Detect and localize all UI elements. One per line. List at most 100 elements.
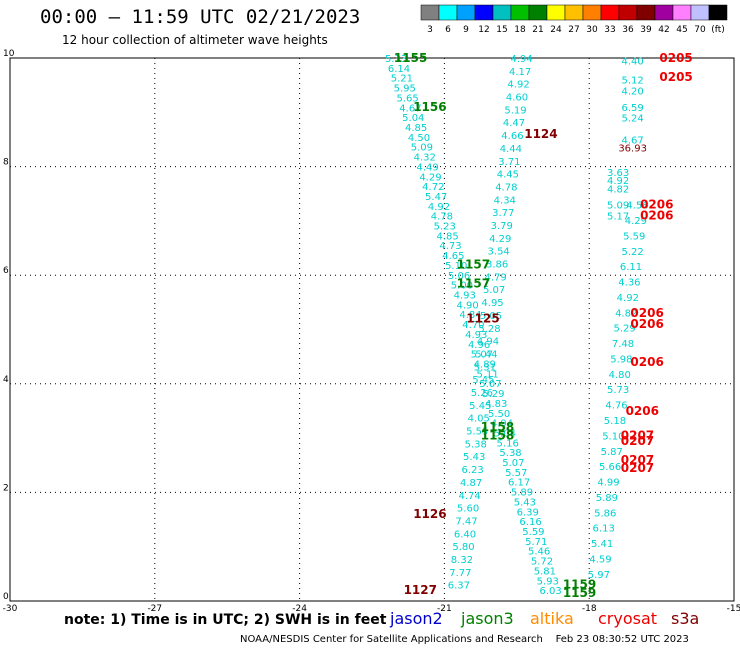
time-label: 0207 [621, 461, 654, 475]
swh-value: 5.09 [607, 201, 629, 212]
time-label: 1159 [563, 578, 596, 592]
swh-value: 4.84 [459, 310, 481, 321]
colorbar-swatch [636, 4, 656, 21]
colorbar-label: 42 [658, 25, 669, 35]
mission-jason3: jason3 [461, 609, 514, 628]
swh-value: 3.79 [491, 221, 513, 232]
time-label: 0206 [630, 317, 663, 331]
swh-value: 5.41 [591, 539, 613, 550]
color-legend: 3 6 9 12 15 18 21 24 27 30 33 36 39 42 45 70 (ft) [420, 4, 728, 35]
swh-value: 5.11 [477, 369, 499, 380]
swh-value: 4.29 [625, 216, 647, 227]
credit-line: NOAA/NESDIS Center for Satellite Applica… [240, 634, 689, 645]
swh-value: 5.89 [511, 488, 533, 499]
swh-value: 5.23 [434, 222, 456, 233]
swh-value: 5.10 [445, 261, 467, 272]
swh-value: 4.95 [481, 298, 503, 309]
swh-value: 7.47 [455, 516, 477, 527]
swh-value: 4.32 [414, 153, 436, 164]
chart-subtitle: 12 hour collection of altimeter wave hei… [62, 33, 328, 47]
time-label: 0207 [621, 453, 654, 467]
swh-value: 6.59 [622, 103, 644, 114]
swh-value: 4.89 [474, 359, 496, 370]
mission-s3a: s3a [671, 609, 700, 628]
colorbar-swatch [672, 4, 692, 21]
colorbar-swatch [600, 4, 620, 21]
swh-value: 4.82 [607, 184, 629, 195]
swh-value: 5.59 [623, 231, 645, 242]
colorbar-label: 27 [568, 25, 579, 35]
swh-value: 5.16 [497, 438, 519, 449]
swh-value: 6.03 [539, 586, 561, 597]
swh-value: 6.40 [454, 529, 476, 540]
colorbar-label: 33 [604, 25, 615, 35]
swh-value: 4.56 [626, 201, 648, 212]
time-label: 1124 [524, 127, 557, 141]
time-label: 0206 [630, 306, 663, 320]
swh-value: 5.05 [480, 311, 502, 322]
swh-value: 4.93 [465, 330, 487, 341]
colorbar-swatch [438, 4, 458, 21]
swh-value: 5.31 [474, 362, 496, 373]
swh-value: 5.04 [494, 428, 516, 439]
swh-value: 5.38 [499, 448, 521, 459]
swh-value: 4.40 [622, 57, 644, 68]
swh-value: 6.16 [519, 517, 541, 528]
colorbar-swatch [564, 4, 584, 21]
swh-value: 5.10 [602, 431, 624, 442]
time-label: 1158 [481, 420, 514, 434]
swh-value: 4.74 [458, 491, 480, 502]
swh-value: 5.07 [479, 379, 501, 390]
colorbar-label: 15 [496, 25, 507, 35]
swh-value: 4.92 [607, 176, 629, 187]
swh-value: 4.17 [509, 67, 531, 78]
x-tick-label: -21 [437, 604, 452, 614]
swh-value: 4.94 [491, 419, 513, 430]
swh-value: 5.45 [469, 401, 491, 412]
swh-value: 5.60 [457, 504, 479, 515]
mission-jason2: jason2 [390, 609, 443, 628]
colorbar-label: 36 [622, 25, 634, 35]
swh-value: 5.65 [396, 93, 418, 104]
swh-value: 5.29 [613, 324, 635, 335]
swh-value: 3.86 [486, 260, 508, 271]
swh-value: 4.66 [501, 131, 523, 142]
colorbar-label: 18 [514, 25, 526, 35]
time-label: 1157 [457, 257, 490, 271]
time-label: 0205 [659, 70, 692, 84]
axis-ticks: -30 -27 -24 -21 -18 -15 0 2 4 6 8 10 [3, 49, 740, 614]
time-label: 0205 [659, 51, 692, 65]
colorbar-label: 30 [586, 25, 598, 35]
swh-value: 5.28 [478, 324, 500, 335]
y-tick-label: 0 [3, 592, 9, 602]
colorbar-swatch [582, 4, 602, 21]
swh-value: 5.17 [607, 211, 629, 222]
colorbar-swatch [420, 4, 440, 21]
time-label: 1155 [394, 51, 427, 65]
swh-value: 5.43 [514, 497, 536, 508]
swh-value: 5.98 [610, 354, 632, 365]
swh-value: 4.47 [503, 118, 525, 129]
swh-value: 5.12 [622, 76, 644, 87]
swh-value: 4.90 [457, 300, 479, 311]
time-label: 1157 [457, 276, 490, 290]
mission-cryosat: cryosat [598, 609, 658, 628]
x-tick-label: -30 [3, 604, 18, 614]
swh-value: 4.44 [500, 144, 522, 155]
colorbar-label: 24 [550, 25, 562, 35]
time-label: 0206 [640, 198, 673, 212]
swh-value: 4.49 [416, 162, 438, 173]
swh-value: 4.36 [618, 278, 640, 289]
swh-value: 4.76 [605, 401, 627, 412]
swh-value: 4.93 [454, 291, 476, 302]
time-label: 0207 [621, 434, 654, 448]
swh-value: 4.92 [617, 293, 639, 304]
y-tick-label: 8 [3, 158, 9, 168]
plot-frame [9, 57, 735, 602]
colorbar-label: 12 [478, 25, 489, 35]
time-label: 1125 [466, 312, 499, 326]
swh-value: 4.59 [589, 554, 611, 565]
colorbar-swatch [528, 4, 548, 21]
swh-value: 5.21 [391, 74, 413, 85]
colorbar-label: 9 [463, 25, 469, 35]
